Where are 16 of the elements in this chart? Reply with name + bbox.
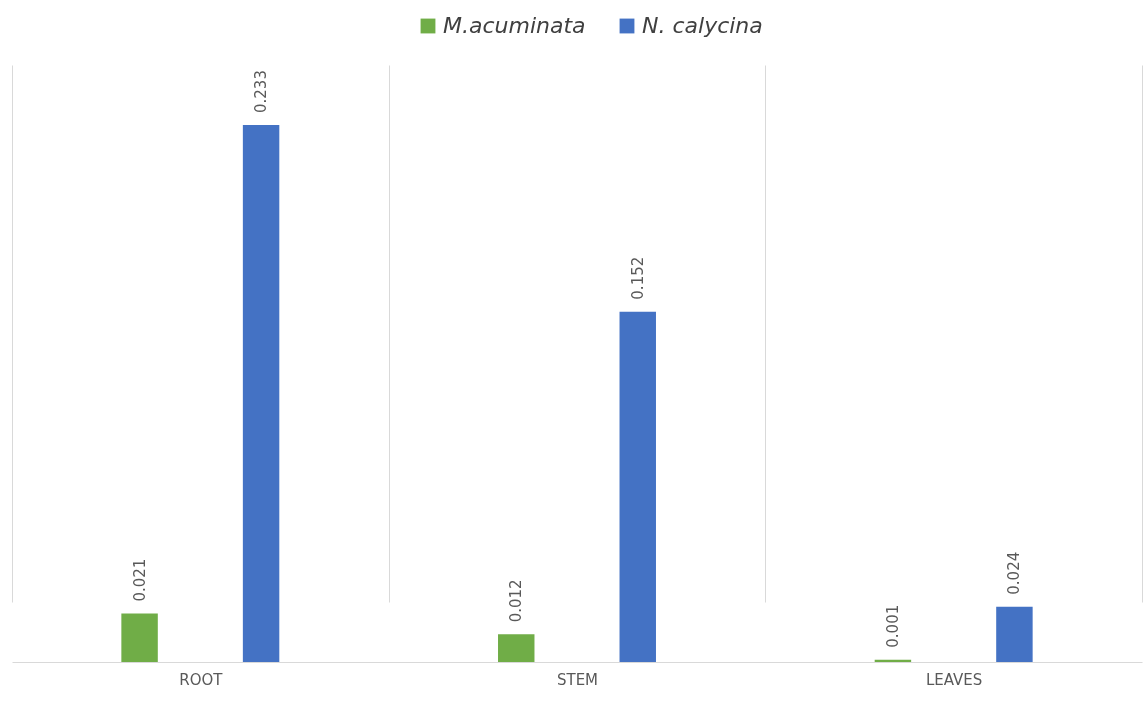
x-tick-label: ROOT bbox=[179, 670, 224, 689]
bar bbox=[498, 634, 535, 662]
legend-label: M.acuminata bbox=[443, 13, 586, 38]
x-tick-label: STEM bbox=[556, 670, 599, 689]
data-label: 0.024 bbox=[1005, 551, 1024, 595]
data-label: 0.001 bbox=[883, 604, 902, 648]
legend-label: N. calycina bbox=[642, 13, 763, 38]
data-label: 0.152 bbox=[628, 256, 647, 300]
data-label: 0.012 bbox=[507, 579, 526, 623]
data-label: 0.021 bbox=[130, 558, 149, 602]
x-tick-label: LEAVES bbox=[925, 670, 983, 689]
data-label: 0.233 bbox=[252, 70, 271, 113]
bar bbox=[619, 311, 656, 662]
bar bbox=[121, 613, 158, 662]
bar bbox=[996, 606, 1033, 662]
bar bbox=[242, 125, 280, 662]
